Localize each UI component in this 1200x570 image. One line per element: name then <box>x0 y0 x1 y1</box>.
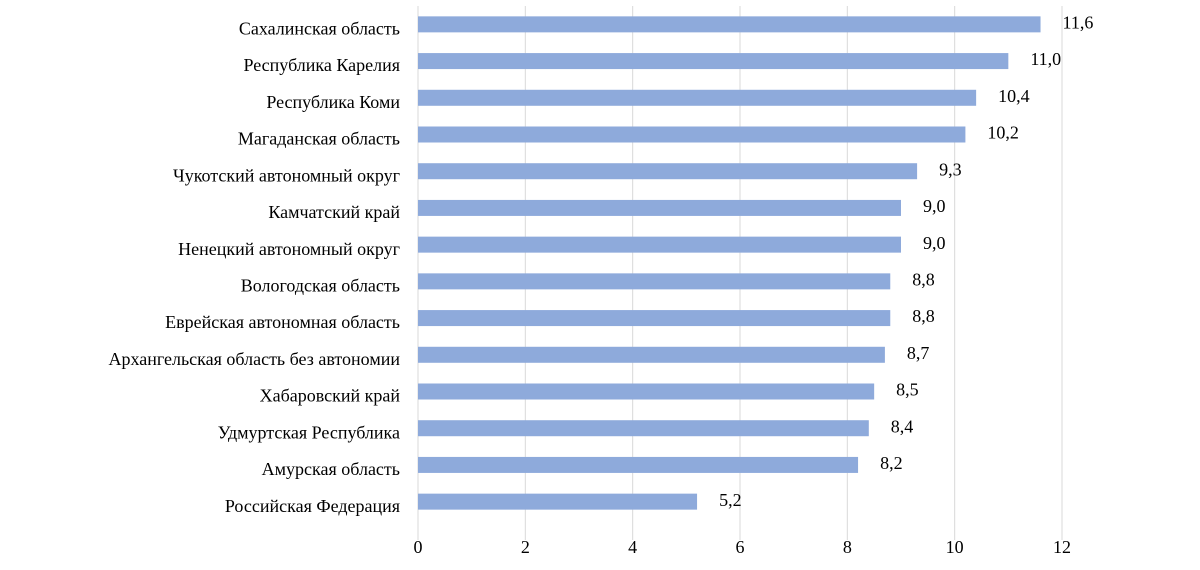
bar <box>418 420 869 437</box>
y-tick-label: Хабаровский край <box>260 386 401 406</box>
bar <box>418 310 891 327</box>
value-label: 8,8 <box>912 306 935 326</box>
value-label: 10,4 <box>998 86 1029 106</box>
value-label: 8,7 <box>907 343 930 363</box>
x-tick-label: 6 <box>736 537 745 557</box>
x-tick-label: 10 <box>946 537 964 557</box>
bar <box>418 236 901 253</box>
x-tick-label: 2 <box>521 537 530 557</box>
value-label: 5,2 <box>719 490 742 510</box>
y-tick-label: Еврейская автономная область <box>165 312 400 332</box>
bar <box>418 53 1009 70</box>
value-label: 10,2 <box>987 123 1019 143</box>
value-label: 11,6 <box>1063 12 1094 32</box>
value-label: 8,2 <box>880 453 903 473</box>
value-label: 8,5 <box>896 380 919 400</box>
bar <box>418 89 977 106</box>
bar <box>418 126 966 143</box>
x-tick-label: 12 <box>1053 537 1071 557</box>
bar <box>418 199 901 216</box>
y-tick-label: Республика Коми <box>266 92 400 112</box>
x-tick-label: 4 <box>628 537 637 557</box>
value-label: 11,0 <box>1030 49 1061 69</box>
y-tick-label: Вологодская область <box>241 275 400 295</box>
value-label: 8,4 <box>891 416 914 436</box>
bar <box>418 163 918 180</box>
y-tick-label: Архангельская область без автономии <box>108 349 400 369</box>
y-tick-label: Республика Карелия <box>243 55 400 75</box>
bar <box>418 383 875 400</box>
y-tick-label: Камчатский край <box>268 202 400 222</box>
y-tick-label: Удмуртская Республика <box>218 422 400 442</box>
value-label: 9,0 <box>923 233 946 253</box>
y-tick-label: Магаданская область <box>238 129 400 149</box>
y-tick-label: Чукотский автономный округ <box>173 165 400 185</box>
bar <box>418 456 859 473</box>
bar <box>418 346 885 363</box>
bar <box>418 273 891 290</box>
value-label: 9,0 <box>923 196 946 216</box>
bar <box>418 493 698 510</box>
y-tick-label: Ненецкий автономный округ <box>178 239 400 259</box>
x-tick-label: 8 <box>843 537 852 557</box>
y-tick-label: Амурская область <box>262 459 400 479</box>
value-label: 9,3 <box>939 159 962 179</box>
value-label: 8,8 <box>912 269 935 289</box>
bar <box>418 16 1041 33</box>
y-tick-label: Российская Федерация <box>225 496 400 516</box>
y-tick-label: Сахалинская область <box>239 18 400 38</box>
x-tick-label: 0 <box>414 537 423 557</box>
